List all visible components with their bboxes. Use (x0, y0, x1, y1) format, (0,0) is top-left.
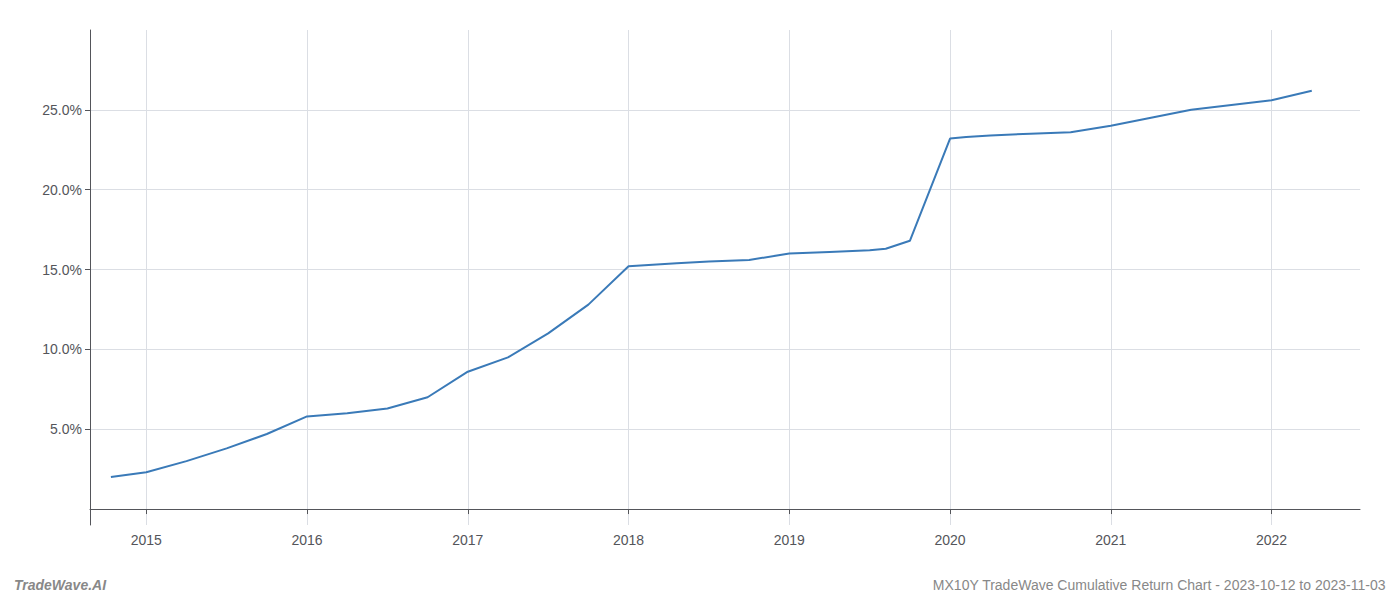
svg-text:2015: 2015 (131, 532, 162, 548)
svg-text:5.0%: 5.0% (50, 421, 82, 437)
svg-text:25.0%: 25.0% (42, 102, 82, 118)
svg-text:2022: 2022 (1256, 532, 1287, 548)
svg-text:15.0%: 15.0% (42, 262, 82, 278)
svg-text:2018: 2018 (613, 532, 644, 548)
svg-text:2016: 2016 (291, 532, 322, 548)
svg-text:2021: 2021 (1095, 532, 1126, 548)
svg-text:TradeWave.AI: TradeWave.AI (14, 577, 107, 593)
svg-text:2019: 2019 (774, 532, 805, 548)
svg-text:MX10Y TradeWave Cumulative Ret: MX10Y TradeWave Cumulative Return Chart … (933, 577, 1386, 593)
svg-text:2020: 2020 (934, 532, 965, 548)
svg-text:2017: 2017 (452, 532, 483, 548)
svg-text:10.0%: 10.0% (42, 341, 82, 357)
svg-text:20.0%: 20.0% (42, 182, 82, 198)
